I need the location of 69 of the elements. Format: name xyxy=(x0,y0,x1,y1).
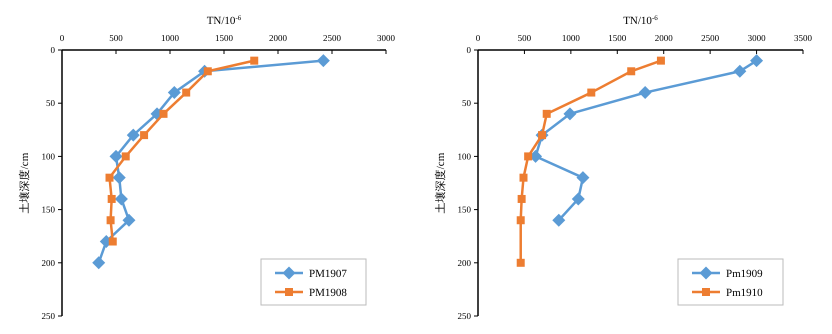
point xyxy=(160,110,168,118)
point xyxy=(112,171,126,184)
x-tick-label: 3000 xyxy=(377,33,396,43)
x-axis-title: TN/10$^{-6}$ xyxy=(206,14,242,27)
point xyxy=(587,88,596,97)
point xyxy=(250,56,258,65)
point xyxy=(542,110,551,118)
y-tick-label: 0 xyxy=(50,45,56,55)
x-tick-label: 1000 xyxy=(562,33,580,43)
x-tick-label: 0 xyxy=(476,33,481,43)
x-tick-label: 2500 xyxy=(323,33,342,43)
point xyxy=(516,258,525,267)
point xyxy=(627,67,636,76)
y-tick-label: 0 xyxy=(466,45,472,55)
point xyxy=(122,214,136,227)
point xyxy=(316,54,330,68)
point xyxy=(656,56,665,65)
point xyxy=(168,86,181,100)
point xyxy=(108,194,116,203)
point xyxy=(524,152,532,160)
y-tick-label: 200 xyxy=(42,258,56,268)
point xyxy=(140,131,148,140)
point xyxy=(750,54,764,68)
point xyxy=(638,86,652,100)
x-tick-label: 1500 xyxy=(608,33,627,43)
point xyxy=(204,67,212,76)
point xyxy=(122,152,130,160)
point xyxy=(552,214,566,227)
legend-label: PM1908 xyxy=(309,287,348,299)
x-tick-label: 2000 xyxy=(654,33,674,43)
x-tick-label: 1500 xyxy=(215,33,234,43)
point xyxy=(733,64,746,78)
y-tick-label: 100 xyxy=(458,151,472,162)
point xyxy=(92,256,106,270)
x-tick-label: 0 xyxy=(60,33,65,43)
x-tick-label: 3500 xyxy=(794,33,812,43)
y-tick-label: 200 xyxy=(458,258,472,268)
x-axis-title: TN/10$^{-6}$ xyxy=(623,14,658,27)
x-tick-label: 500 xyxy=(518,33,532,43)
point xyxy=(520,174,528,182)
x-tick-label: 2000 xyxy=(269,33,288,43)
point xyxy=(108,238,117,246)
legend-label: PM1907 xyxy=(309,268,348,280)
point xyxy=(114,192,128,206)
y-axis-title: 土壤深度/cm xyxy=(434,152,447,214)
y-axis-title: 土壤深度/cm xyxy=(18,152,31,214)
legend-label: Pm1909 xyxy=(726,268,764,280)
point xyxy=(106,216,115,224)
point xyxy=(126,128,140,142)
y-tick-label: 250 xyxy=(458,311,472,321)
x-tick-label: 2500 xyxy=(701,33,720,43)
x-tick-label: 3000 xyxy=(748,33,766,43)
point xyxy=(563,107,576,120)
point xyxy=(516,216,525,224)
x-tick-label: 500 xyxy=(109,33,124,43)
point xyxy=(182,88,190,97)
point xyxy=(576,171,590,184)
point xyxy=(110,150,122,163)
y-tick-label: 100 xyxy=(42,151,56,162)
x-tick-label: 1000 xyxy=(161,33,180,43)
point xyxy=(106,174,114,182)
y-tick-label: 50 xyxy=(46,98,56,108)
y-tick-label: 150 xyxy=(458,204,472,215)
y-tick-label: 250 xyxy=(42,311,56,321)
legend-label: Pm1910 xyxy=(726,287,764,299)
y-tick-label: 150 xyxy=(42,204,56,215)
y-tick-label: 50 xyxy=(462,98,472,108)
point xyxy=(572,192,585,206)
point xyxy=(518,194,526,203)
